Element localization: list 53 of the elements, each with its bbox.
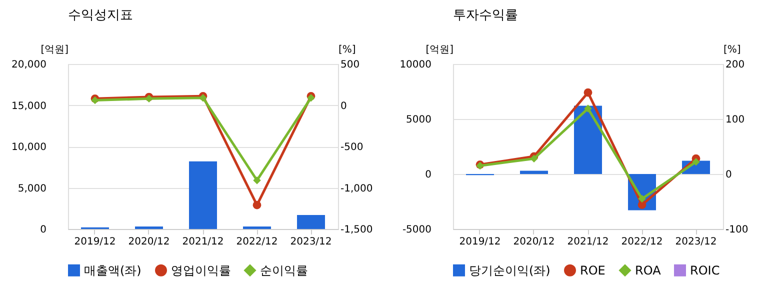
x-tick-label: 2020/12	[128, 236, 170, 248]
y-tick-label: 15,000	[12, 100, 46, 112]
x-tick-label: 2022/12	[621, 236, 663, 248]
bar	[189, 161, 217, 229]
y-tick-label: 0	[40, 224, 46, 236]
point	[584, 88, 592, 97]
point	[530, 154, 538, 162]
legend-label: ROE	[580, 263, 606, 278]
point	[252, 200, 262, 210]
x-tick-label: 2019/12	[459, 236, 501, 248]
y2-axis-title: [%]	[338, 44, 356, 56]
point	[692, 158, 700, 166]
x-tick-label: 2019/12	[74, 236, 116, 248]
legend-label: ROA	[635, 263, 662, 278]
y-tick-label: 10000	[400, 60, 432, 70]
y2-tick-label: 500	[340, 60, 360, 70]
y-axis-title: [억원]	[426, 44, 454, 56]
chart-title: 투자수익률	[453, 8, 518, 23]
y2-tick-label: -500	[340, 142, 364, 153]
y-tick-label: 0	[425, 170, 432, 180]
point	[638, 194, 646, 203]
chart-title: 수익성지표	[68, 8, 133, 23]
x-tick-label: 2021/12	[567, 236, 609, 248]
bar	[520, 170, 548, 174]
y-tick-label: 10,000	[12, 142, 46, 153]
legend-label: 매출액(좌)	[84, 263, 142, 278]
legend-label: 순이익률	[260, 263, 308, 278]
y-tick-label: 5000	[406, 114, 432, 126]
point	[638, 200, 646, 209]
y2-tick-label: 200	[726, 60, 745, 70]
point	[584, 104, 592, 112]
bar	[297, 214, 325, 229]
legend-label: ROIC	[690, 263, 720, 278]
y-tick-label: 5,000	[18, 183, 46, 194]
y-tick-label: -5000	[402, 224, 432, 236]
y2-tick-label: 100	[726, 114, 745, 126]
x-tick-label: 2023/12	[675, 236, 717, 248]
y-axis-title: [억원]	[40, 44, 69, 56]
bar	[574, 106, 602, 174]
legend-label: 당기순이익(좌)	[469, 263, 550, 278]
y2-tick-label: -1,000	[340, 183, 373, 194]
legend-label: 영업이익률	[171, 263, 231, 278]
y2-tick-label: -100	[726, 224, 748, 236]
x-tick-label: 2021/12	[182, 236, 224, 248]
y-tick-label: 20,000	[12, 60, 46, 70]
x-tick-label: 2022/12	[236, 236, 278, 248]
point	[253, 176, 261, 184]
y2-tick-label: 0	[340, 100, 347, 112]
x-tick-label: 2020/12	[513, 236, 555, 248]
x-tick-label: 2023/12	[290, 236, 332, 248]
y2-tick-label: -1,500	[340, 224, 373, 236]
y2-axis-title: [%]	[724, 44, 741, 56]
y2-tick-label: 0	[726, 170, 732, 180]
